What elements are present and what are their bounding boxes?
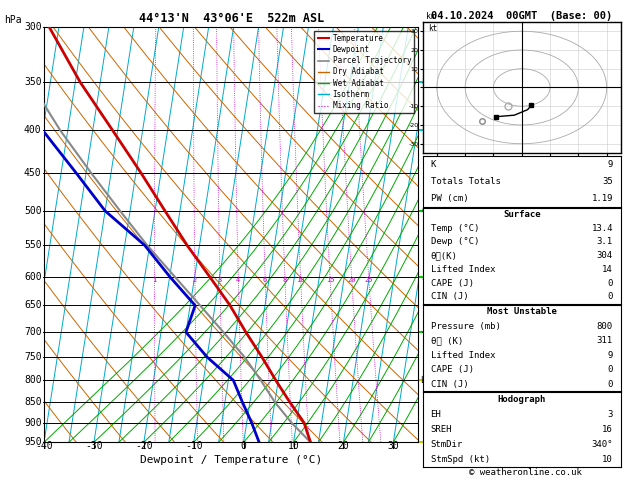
Text: StmDir: StmDir (431, 440, 463, 449)
Text: 950: 950 (24, 437, 42, 447)
Text: 35: 35 (602, 176, 613, 186)
Text: 10: 10 (602, 454, 613, 464)
Text: 800: 800 (24, 375, 42, 385)
Text: 4: 4 (236, 277, 240, 282)
Text: 400: 400 (24, 125, 42, 136)
Text: Mixing Ratio (g/kg): Mixing Ratio (g/kg) (436, 187, 445, 282)
Text: 13.4: 13.4 (591, 224, 613, 233)
Text: 2: 2 (192, 277, 197, 282)
Text: 300: 300 (24, 22, 42, 32)
Text: 340°: 340° (591, 440, 613, 449)
Text: Pressure (mb): Pressure (mb) (431, 322, 501, 331)
Text: 750: 750 (24, 352, 42, 362)
Text: -10: -10 (185, 441, 203, 451)
Text: © weatheronline.co.uk: © weatheronline.co.uk (469, 468, 582, 477)
Text: Totals Totals: Totals Totals (431, 176, 501, 186)
Text: 650: 650 (24, 300, 42, 311)
Text: CIN (J): CIN (J) (431, 380, 468, 388)
Text: 0: 0 (241, 441, 247, 451)
Text: 6: 6 (422, 206, 428, 216)
Text: CAPE (J): CAPE (J) (431, 278, 474, 288)
Text: 8: 8 (422, 77, 428, 87)
Text: 311: 311 (597, 336, 613, 345)
Text: 550: 550 (24, 240, 42, 250)
Text: 500: 500 (24, 206, 42, 216)
Text: 0: 0 (608, 278, 613, 288)
Text: SREH: SREH (431, 425, 452, 434)
Text: 1.19: 1.19 (591, 193, 613, 203)
Text: 0: 0 (608, 365, 613, 374)
Text: 30: 30 (387, 441, 399, 451)
Text: 9: 9 (608, 159, 613, 169)
Text: 350: 350 (24, 77, 42, 87)
Text: 10: 10 (296, 277, 305, 282)
Text: 3: 3 (608, 410, 613, 419)
Text: 0: 0 (608, 293, 613, 301)
Text: km
ASL: km ASL (426, 12, 441, 32)
Text: 1: 1 (422, 437, 428, 447)
Legend: Temperature, Dewpoint, Parcel Trajectory, Dry Adiabat, Wet Adiabat, Isotherm, Mi: Temperature, Dewpoint, Parcel Trajectory… (314, 31, 415, 113)
Text: 700: 700 (24, 327, 42, 337)
Text: 8: 8 (282, 277, 287, 282)
Text: 450: 450 (24, 168, 42, 178)
Text: 20: 20 (338, 441, 349, 451)
Text: 850: 850 (24, 397, 42, 407)
Text: 7: 7 (422, 125, 428, 136)
Text: Hodograph: Hodograph (498, 395, 546, 404)
Text: 6: 6 (263, 277, 267, 282)
Text: 4: 4 (422, 327, 428, 337)
X-axis label: Dewpoint / Temperature (°C): Dewpoint / Temperature (°C) (140, 455, 322, 465)
Text: 10: 10 (287, 441, 299, 451)
Text: -20: -20 (135, 441, 153, 451)
Text: 15: 15 (326, 277, 334, 282)
Text: θᴇ (K): θᴇ (K) (431, 336, 463, 345)
Text: Most Unstable: Most Unstable (487, 308, 557, 316)
Text: 3: 3 (422, 375, 428, 385)
Text: 20: 20 (347, 277, 356, 282)
Text: hPa: hPa (4, 15, 21, 25)
Text: 04.10.2024  00GMT  (Base: 00): 04.10.2024 00GMT (Base: 00) (431, 11, 612, 21)
Text: 3: 3 (218, 277, 222, 282)
Text: 600: 600 (24, 272, 42, 281)
Text: 9: 9 (608, 351, 613, 360)
Text: Dewp (°C): Dewp (°C) (431, 237, 479, 246)
Text: K: K (431, 159, 436, 169)
Text: 900: 900 (24, 418, 42, 428)
Text: StmSpd (kt): StmSpd (kt) (431, 454, 490, 464)
Text: 14: 14 (602, 265, 613, 274)
Text: kt: kt (428, 24, 438, 33)
Text: 800: 800 (597, 322, 613, 331)
Text: PW (cm): PW (cm) (431, 193, 468, 203)
Text: 0: 0 (608, 380, 613, 388)
Text: 5: 5 (422, 272, 428, 281)
Text: CAPE (J): CAPE (J) (431, 365, 474, 374)
Text: 304: 304 (597, 251, 613, 260)
Text: -40: -40 (35, 441, 53, 451)
Text: 16: 16 (602, 425, 613, 434)
Text: 25: 25 (364, 277, 373, 282)
Text: 44°13'N  43°06'E  522m ASL: 44°13'N 43°06'E 522m ASL (138, 12, 324, 25)
Text: Surface: Surface (503, 210, 540, 219)
Text: 3.1: 3.1 (597, 237, 613, 246)
Text: Lifted Index: Lifted Index (431, 265, 495, 274)
Text: 1: 1 (152, 277, 157, 282)
Text: CIN (J): CIN (J) (431, 293, 468, 301)
Text: Temp (°C): Temp (°C) (431, 224, 479, 233)
Text: -30: -30 (85, 441, 103, 451)
Text: EH: EH (431, 410, 442, 419)
Text: LCL: LCL (420, 376, 435, 385)
Text: Lifted Index: Lifted Index (431, 351, 495, 360)
Text: θᴇ(K): θᴇ(K) (431, 251, 457, 260)
